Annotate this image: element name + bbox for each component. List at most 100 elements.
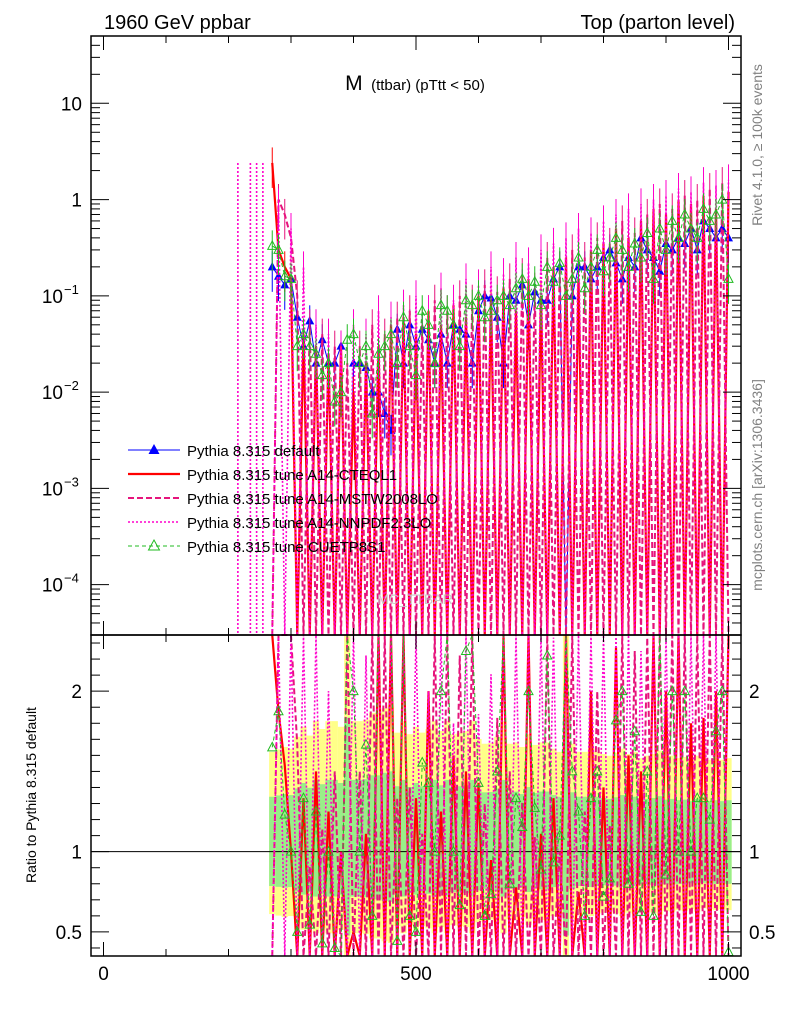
data-point [385,328,397,339]
band-green [406,787,413,893]
data-point [685,222,697,233]
ratio-point [429,845,441,856]
band-green [444,779,451,897]
ratio-point [435,685,447,696]
band-green [462,785,470,894]
ratio-point [266,741,278,752]
header-left: 1960 GeV ppbar [104,12,251,34]
band-green [375,775,382,900]
data-point [404,340,416,351]
y-tick-exponent: −2 [64,378,79,393]
data-point [423,318,434,329]
band-green [394,786,401,893]
band-green [587,795,595,888]
band-green [331,779,338,897]
data-point [335,386,347,397]
y-tick-label: 10 [61,94,82,115]
legend-label: Pythia 8.315 tune A14-MSTW2008LO [187,491,438,508]
data-point [610,231,622,242]
data-point [554,256,566,267]
band-green [400,779,407,897]
x-tick-label: 500 [400,964,432,985]
band-green [481,792,488,889]
band-green [381,772,388,901]
ratio-panel-series [266,634,734,958]
data-point [298,328,309,339]
ratio-point [323,845,334,856]
data-point [410,369,422,380]
y-tick-exponent: −3 [64,474,79,489]
band-green [625,797,632,886]
band-green [356,779,363,897]
ratio-point [304,918,316,929]
data-point [285,272,297,283]
data-point [279,270,291,281]
band-green [494,788,501,892]
ratio-point [360,738,372,749]
data-point [566,272,578,283]
ratio-point [285,845,297,856]
band-green [306,787,313,892]
ratio-ylabel: Ratio to Pythia 8.315 default [23,707,39,883]
data-point [435,299,447,310]
band-green [581,796,588,886]
ratio-point [541,649,553,660]
band-green [662,799,670,885]
data-point [366,407,378,418]
ratio-point [716,685,728,696]
x-tick-label: 0 [98,964,109,985]
ratio-point [504,877,516,888]
ratio-point [454,899,466,910]
ratio-point [329,941,341,952]
data-point [354,357,366,368]
data-point [291,340,303,351]
band-green [325,779,332,897]
ratio-point [416,756,428,767]
band-green [269,796,276,886]
ratio-point [291,925,303,936]
data-point [585,260,597,271]
data-point [266,239,278,250]
data-point [416,304,428,315]
data-point [648,272,659,283]
data-point [485,304,497,315]
data-point [455,324,465,333]
band-green [350,779,357,897]
legend-marker [148,444,160,454]
band-green [369,775,376,900]
data-point [535,299,547,310]
data-point [473,289,484,300]
ratio-point [573,805,584,816]
band-green [619,795,626,888]
data-point [504,299,516,310]
data-point [466,299,478,310]
data-point [341,333,353,344]
band-green [725,800,732,884]
band-green [650,797,657,886]
ratio-point [448,845,459,856]
band-green [631,796,638,886]
data-point [329,395,341,406]
ratio-point [629,725,641,736]
series-line-4 [271,199,729,414]
band-green [600,797,607,886]
ratio-point [548,856,559,867]
data-point [391,357,403,368]
data-point [641,226,653,237]
band-green [412,782,420,895]
band-green [300,782,307,895]
ratio-point [410,925,422,936]
y-tick-label: 1 [71,191,82,212]
band-green [387,771,395,902]
ratio-point [366,909,378,920]
data-point [454,340,466,351]
data-point [523,289,534,300]
data-point [310,347,322,358]
ratio-tick-label-left: 0.5 [56,923,82,944]
band-green [312,779,320,897]
data-point [273,243,284,254]
ratio-tick-label-right: 2 [749,682,760,703]
axis-ticks [91,35,741,956]
ratio-line-3 [271,634,730,957]
chart-title-main: M [345,72,363,95]
